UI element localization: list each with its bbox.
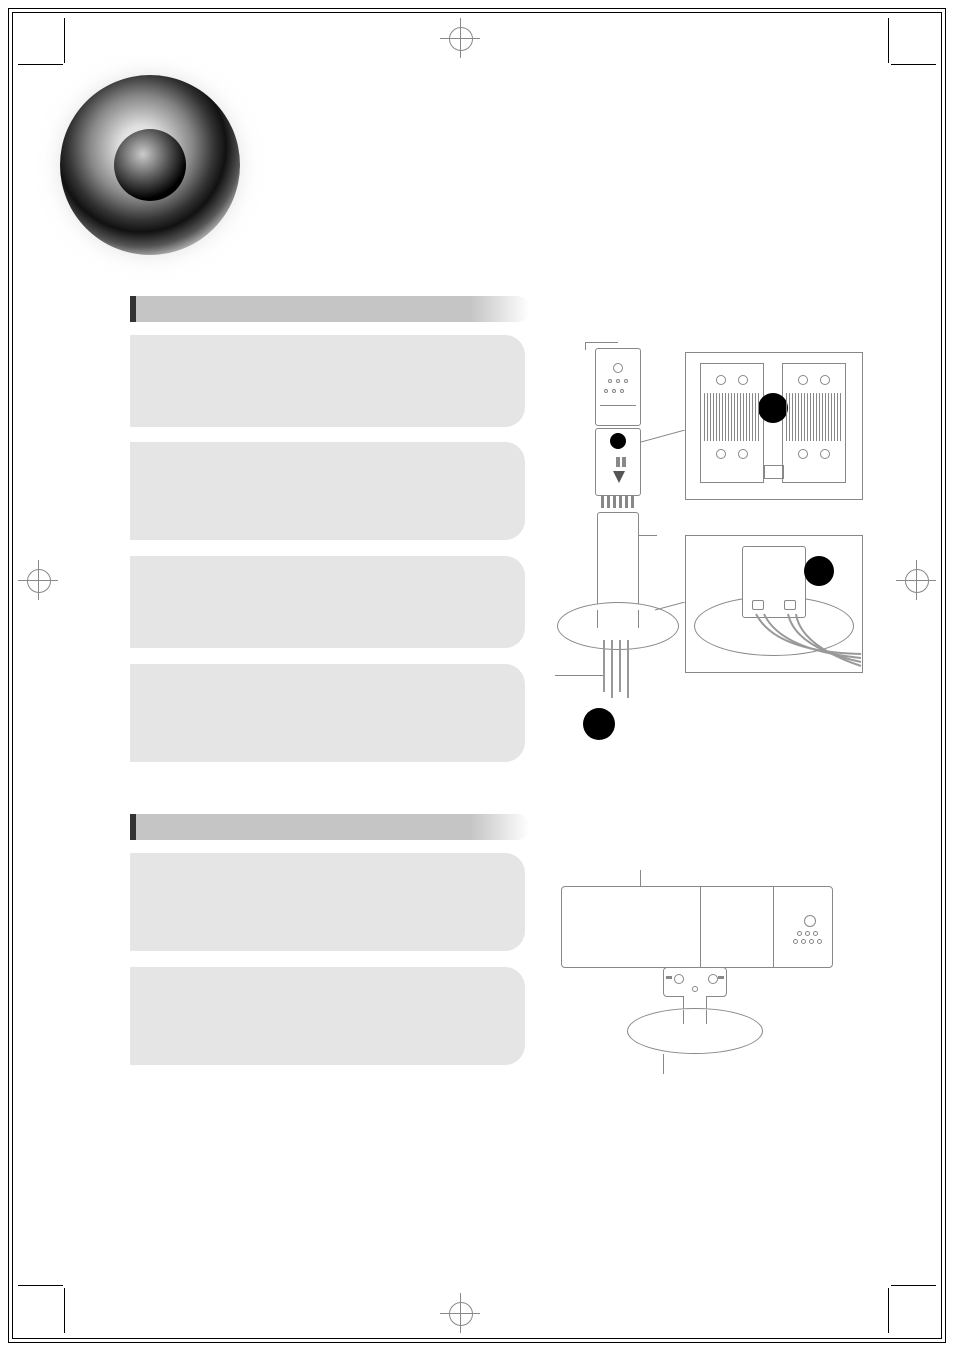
tower-speaker-diagram [555, 340, 875, 730]
connector-panel-zoom [685, 352, 863, 500]
speaker-wire [603, 640, 605, 692]
step-box [130, 442, 525, 540]
callout-marker-1 [610, 433, 626, 449]
speaker-upper-body [595, 348, 641, 426]
step-box [130, 967, 525, 1065]
crop-mark [18, 1285, 63, 1287]
base-wiring-zoom [685, 535, 863, 673]
crop-mark [888, 18, 890, 63]
registration-mark-icon [896, 560, 936, 600]
crop-mark [64, 1288, 66, 1333]
step-box [130, 853, 525, 951]
center-speaker-bracket [663, 967, 727, 997]
speaker-wire [627, 640, 629, 698]
callout-marker-3 [583, 708, 615, 740]
speaker-wire [619, 640, 621, 692]
crop-mark [888, 1288, 890, 1333]
registration-mark-icon [440, 1293, 480, 1333]
section-heading-bar [130, 814, 530, 840]
crop-mark [891, 1285, 936, 1287]
speaker-wire [611, 640, 613, 698]
center-speaker-body [561, 886, 833, 968]
callout-marker-dot [758, 393, 788, 423]
arrow-down-icon [613, 471, 625, 483]
crop-mark [18, 64, 63, 66]
step-box [130, 335, 525, 427]
speaker-lower-body [595, 428, 641, 496]
speaker-logo-icon [60, 75, 240, 255]
registration-mark-icon [18, 560, 58, 600]
crop-mark [891, 64, 936, 66]
step-box [130, 556, 525, 648]
step-box [130, 664, 525, 762]
registration-mark-icon [440, 18, 480, 58]
section-heading-bar [130, 296, 530, 322]
callout-marker-dot [804, 556, 834, 586]
center-speaker-diagram [555, 870, 855, 1090]
crop-mark [64, 18, 66, 63]
